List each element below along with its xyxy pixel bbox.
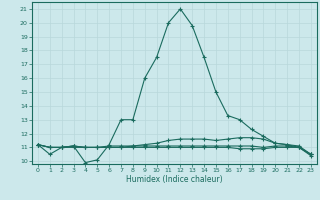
X-axis label: Humidex (Indice chaleur): Humidex (Indice chaleur): [126, 175, 223, 184]
